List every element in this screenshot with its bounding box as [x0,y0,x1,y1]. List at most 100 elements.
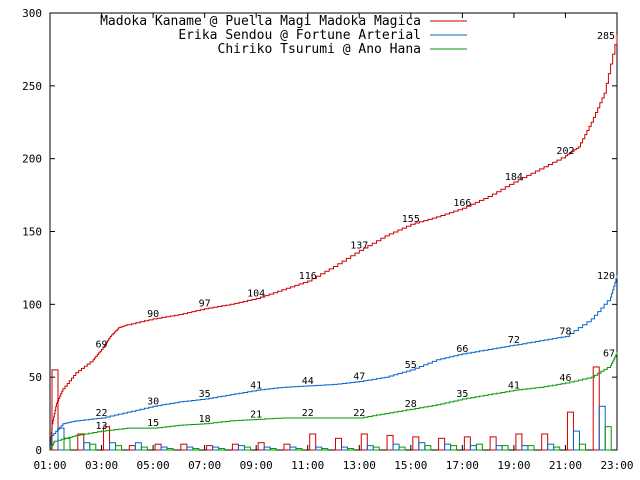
hourly-bar [424,445,432,451]
data-label: 67 [603,348,615,359]
hourly-bar [418,442,426,451]
hourly-bar [398,446,406,451]
data-label: 90 [147,309,159,320]
hourly-bar [521,445,529,451]
y-tick-label: 250 [22,80,42,93]
hourly-bar [469,445,477,451]
data-label: 22 [302,408,314,419]
hourly-bar [341,446,348,451]
data-label: 66 [456,344,468,355]
y-tick-label: 50 [29,371,42,384]
data-label: 184 [505,172,523,183]
data-label: 35 [199,389,211,400]
y-tick-label: 150 [22,226,42,239]
legend-label: Chiriko Tsurumi @ Ano Hana [218,42,422,57]
hourly-bar [257,442,265,451]
hourly-bar [450,445,458,451]
data-label: 166 [453,198,471,209]
legend: Madoka Kaname @ Puella Magi Madoka Magic… [100,14,467,57]
hourly-bar [243,446,251,451]
hourly-bar [321,448,329,451]
data-label: 15 [147,418,159,429]
data-label: 21 [250,409,262,420]
hourly-bar [392,443,400,451]
data-label: 41 [508,380,520,391]
hourly-bar [89,443,97,451]
data-label: 18 [199,414,211,425]
x-tick-label: 11:00 [291,459,324,472]
hourly-bar [309,433,317,451]
hourly-bar [463,436,471,451]
data-label: 41 [250,380,262,391]
hourly-bar [572,430,580,451]
hourly-bar [128,445,136,451]
hourly-bar [475,443,483,451]
hourly-bar [115,445,123,451]
hourly-bar [166,448,174,451]
x-tick-label: 03:00 [85,459,118,472]
hourly-bar [604,426,612,451]
data-label: 47 [353,372,365,383]
hourly-bar [366,445,374,451]
data-label: 137 [350,240,368,251]
data-label: 69 [96,339,108,350]
legend-label: Madoka Kaname @ Puella Magi Madoka Magic… [100,14,421,29]
hourly-bar [515,433,523,451]
data-label: 155 [402,214,420,225]
hourly-bar [231,443,239,451]
data-label: 22 [353,408,365,419]
hourly-bar [206,445,214,451]
hourly-bar [212,446,220,451]
hourly-bar [547,443,555,451]
hourly-bar [347,448,354,451]
data-label: 28 [405,399,417,410]
hourly-bar [63,437,71,451]
hourly-bar [218,448,226,451]
hourly-bar [295,448,303,451]
hourly-bar [180,443,188,451]
data-label: 35 [456,389,468,400]
x-tick-label: 09:00 [240,459,273,472]
hourly-bar [283,443,291,451]
data-label: 285 [597,31,615,42]
hourly-bar [83,442,91,451]
hourly-bar [140,446,148,451]
data-label: 46 [559,373,571,384]
x-tick-label: 05:00 [137,459,170,472]
hourly-bar [592,366,600,451]
y-tick-label: 100 [22,298,42,311]
x-tick-label: 19:00 [497,459,530,472]
axis-ticks: 0 50 100 150 200 250 300 01:00 03:00 05:00 07:00 09… [22,7,633,472]
hourly-bar [386,434,394,451]
hourly-bar [372,446,380,451]
hourly-bar [527,445,535,451]
x-tick-label: 07:00 [188,459,221,472]
hourly-bar [51,369,59,451]
data-label: 202 [556,146,574,157]
hourly-bar [553,446,561,451]
hourly-bar [269,448,277,451]
hourly-bar [77,433,85,451]
hourly-bar [237,445,245,451]
data-label: 13 [96,421,108,432]
data-label: 97 [199,299,211,310]
x-tick-label: 13:00 [343,459,376,472]
hourly-bar [412,436,420,451]
hourly-bar [289,446,297,451]
data-label: 30 [147,396,159,407]
data-label: 116 [299,271,317,282]
hourly-bar [263,446,271,451]
hourly-bar [192,448,200,451]
hourly-bar [438,437,446,451]
hourly-bar [444,443,452,451]
hourly-bar [578,443,586,451]
x-tick-label: 21:00 [549,459,582,472]
hourly-bar [160,446,168,451]
data-label: 72 [508,335,520,346]
hourly-bar [103,426,111,451]
x-tick-label: 01:00 [33,459,66,472]
hourly-bar [360,433,368,451]
data-label: 78 [559,326,571,337]
hourly-bar [489,436,497,451]
data-labels-layer: 69 90 97 104 116 137 155 166 184 202 285 22 30 35 41 44… [96,31,615,432]
